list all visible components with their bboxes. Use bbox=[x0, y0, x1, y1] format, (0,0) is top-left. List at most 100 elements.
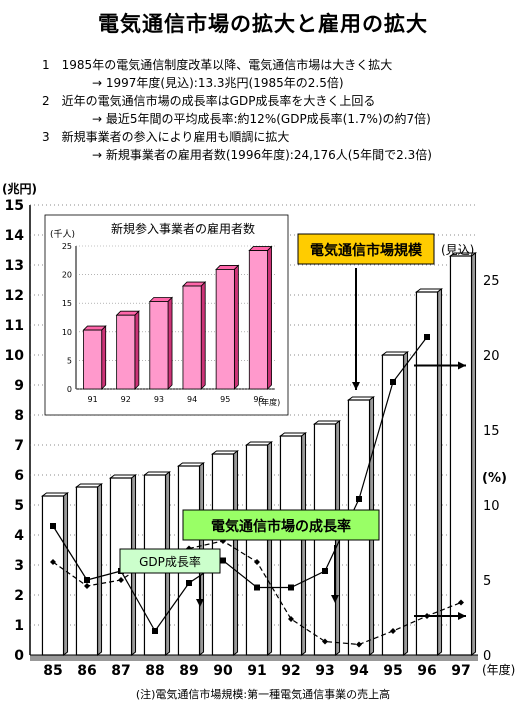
left-tick-label: 4 bbox=[14, 528, 24, 544]
market-size-label-box bbox=[297, 233, 435, 265]
x-tick-label: 90 bbox=[213, 663, 233, 679]
x-tick-label: 87 bbox=[111, 663, 130, 679]
inset-bar-side bbox=[200, 281, 206, 390]
inset-x-tick-label: 95 bbox=[220, 395, 230, 404]
point-3-text: 新規事業者の参入により雇用も順調に拡大 bbox=[61, 130, 290, 144]
left-tick-label: 14 bbox=[5, 228, 25, 244]
left-tick-label: 7 bbox=[14, 438, 24, 454]
inset-bar bbox=[182, 285, 202, 390]
market-growth-point bbox=[424, 334, 430, 340]
inset-tick-label: 0 bbox=[67, 385, 72, 394]
inset-x-tick-label: 94 bbox=[187, 395, 197, 404]
market-growth-point bbox=[152, 628, 158, 634]
left-tick-label: 0 bbox=[14, 648, 24, 664]
inset-tick-label: 25 bbox=[62, 242, 72, 251]
market-growth-label-box bbox=[182, 509, 380, 541]
market-growth-point bbox=[50, 523, 56, 529]
point-1: 1 1985年の電気通信制度改革以降、電気通信市場は大きく拡大 bbox=[42, 56, 522, 74]
market-size-bar bbox=[415, 291, 439, 656]
left-tick-label: 2 bbox=[14, 588, 24, 604]
inset-tick-label: 5 bbox=[67, 356, 72, 365]
left-tick-label: 8 bbox=[14, 408, 24, 424]
x-tick-label: 96 bbox=[417, 663, 436, 679]
inset-x-tick-label: 93 bbox=[154, 395, 164, 404]
right-tick-label: 15 bbox=[483, 424, 500, 439]
point-1-text: 1985年の電気通信制度改革以降、電気通信市場は大きく拡大 bbox=[61, 58, 393, 72]
gdp-growth-point bbox=[118, 577, 124, 583]
point-2: 2 近年の電気通信市場の成長率はGDP成長率を大きく上回る bbox=[42, 92, 522, 110]
x-tick-label: 85 bbox=[43, 663, 62, 679]
x-tick-label: 88 bbox=[145, 663, 164, 679]
inset-x-tick-label: 92 bbox=[121, 395, 131, 404]
bar-side-face bbox=[403, 351, 409, 656]
x-axis-label: (年度) bbox=[482, 662, 515, 677]
baseline-slab bbox=[30, 655, 478, 661]
inset-x-tick-label: 91 bbox=[87, 395, 97, 404]
market-size-bar bbox=[75, 486, 99, 656]
right-tick-label: 0 bbox=[483, 649, 491, 664]
bar-side-face bbox=[437, 288, 443, 656]
inset-bar bbox=[83, 329, 103, 390]
x-tick-label: 94 bbox=[349, 663, 369, 679]
inset-title: 新規参入事業者の雇用者数 bbox=[111, 221, 255, 236]
market-growth-point bbox=[84, 577, 90, 583]
gdp-growth-label: GDP成長率 bbox=[139, 554, 201, 569]
market-size-bar bbox=[245, 444, 269, 656]
inset-tick-label: 10 bbox=[62, 328, 72, 337]
left-axis-label: (兆円) bbox=[2, 181, 37, 196]
x-tick-label: 91 bbox=[247, 663, 266, 679]
bar-side-face bbox=[301, 432, 307, 656]
left-tick-label: 1 bbox=[14, 618, 24, 634]
x-tick-label: 95 bbox=[383, 663, 402, 679]
point-3-detail: → 新規事業者の雇用者数(1996年度):24,176人(5年間で2.3倍) bbox=[92, 148, 432, 162]
right-axis-label: (%) bbox=[482, 471, 507, 486]
x-tick-label: 93 bbox=[315, 663, 334, 679]
point-1-number: 1 bbox=[42, 58, 50, 72]
footnote: (注)電気通信市場規模:第一種電気通信事業の売上高 bbox=[135, 688, 391, 701]
market-size-pointer-head bbox=[352, 382, 360, 390]
inset-bar-side bbox=[167, 296, 173, 390]
inset-xlabel: (年度) bbox=[258, 397, 280, 407]
gdp-growth-point bbox=[390, 628, 396, 634]
left-tick-label: 5 bbox=[14, 498, 24, 514]
gdp-growth-point bbox=[50, 559, 56, 565]
inset-bar-side bbox=[101, 325, 107, 390]
inset-bar bbox=[248, 250, 268, 390]
market-size-bar bbox=[449, 255, 473, 656]
inset-tick-label: 15 bbox=[62, 299, 72, 308]
market-size-bar bbox=[41, 495, 65, 656]
point-3-number: 3 bbox=[42, 130, 50, 144]
market-growth-line bbox=[52, 336, 428, 633]
market-growth-pointer-head bbox=[331, 595, 339, 603]
inset-bar bbox=[149, 301, 169, 390]
market-size-bar bbox=[381, 354, 405, 656]
market-growth-point bbox=[288, 584, 294, 591]
gdp-growth-label-box bbox=[119, 548, 221, 574]
point-2-number: 2 bbox=[42, 94, 50, 108]
inset-bar-side bbox=[134, 310, 140, 390]
gdp-growth-point bbox=[254, 559, 260, 565]
left-tick-label: 9 bbox=[14, 378, 24, 394]
gdp-growth-pointer-head bbox=[196, 599, 204, 607]
left-tick-label: 11 bbox=[5, 318, 24, 334]
market-growth-point bbox=[356, 496, 362, 502]
market-size-label: 電気通信市場規模 bbox=[310, 242, 423, 259]
market-growth-point bbox=[220, 557, 226, 564]
left-tick-label: 3 bbox=[14, 558, 24, 574]
key-points: 1 1985年の電気通信制度改革以降、電気通信市場は大きく拡大 → 1997年度… bbox=[42, 56, 522, 164]
market-growth-label: 電気通信市場の成長率 bbox=[211, 518, 351, 535]
right-tick-label: 5 bbox=[483, 574, 491, 589]
inset-bar-side bbox=[233, 264, 239, 390]
right-tick-label: 25 bbox=[483, 274, 500, 289]
inset-ylabel: (千人) bbox=[50, 229, 75, 240]
x-tick-label: 86 bbox=[77, 663, 96, 679]
point-3: 3 新規事業者の参入により雇用も順調に拡大 bbox=[42, 128, 522, 146]
left-tick-label: 10 bbox=[5, 348, 25, 364]
gdp-growth-point bbox=[84, 583, 90, 589]
gdp-growth-point bbox=[322, 638, 328, 645]
left-tick-label: 6 bbox=[14, 468, 24, 484]
x-tick-label: 97 bbox=[451, 663, 470, 679]
gdp-trend-arrow-head bbox=[458, 612, 466, 620]
market-size-bar bbox=[279, 435, 303, 656]
